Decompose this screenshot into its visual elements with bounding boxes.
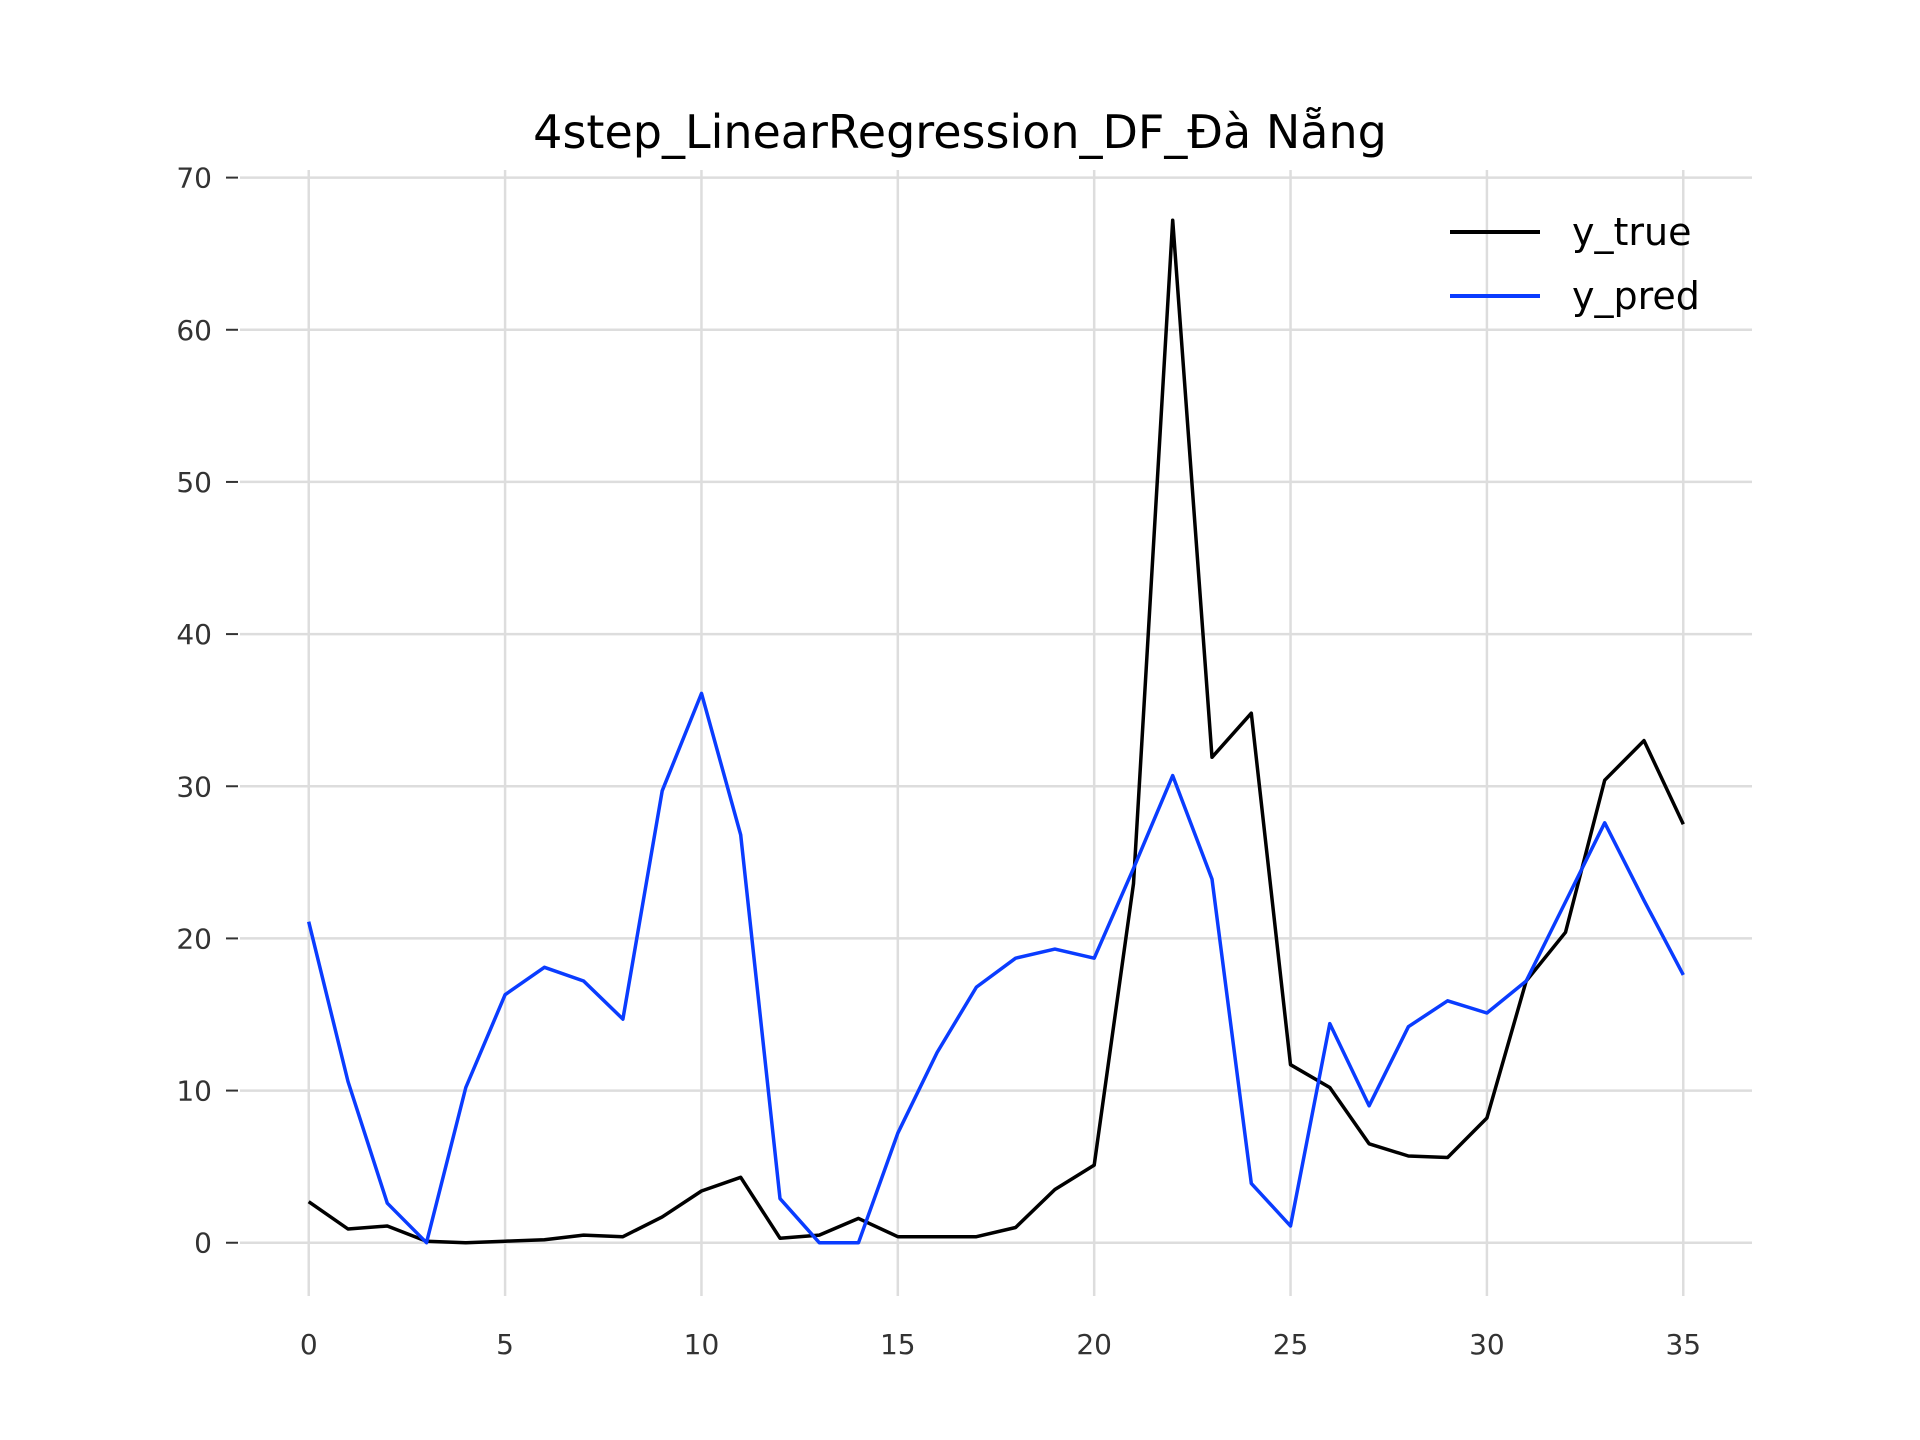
y-tick-label: 60 — [176, 314, 212, 347]
series — [307, 218, 1685, 1245]
series-line-y-pred — [307, 691, 1685, 1245]
y-tick-label: 30 — [176, 770, 212, 803]
chart-title: 4step_LinearRegression_DF_Đà Nẵng — [533, 105, 1387, 159]
axes: 0 5 10 15 20 25 30 35 0 10 20 30 40 50 60 70 — [176, 162, 1701, 1361]
x-tick-label: 0 — [300, 1328, 318, 1361]
y-tick-label: 10 — [176, 1075, 212, 1108]
y-tick-label: 70 — [176, 162, 212, 195]
y-tick-label: 40 — [176, 618, 212, 651]
y-tick-label: 50 — [176, 466, 212, 499]
legend-label-y-true: y_true — [1572, 210, 1691, 254]
x-tick-label: 5 — [496, 1328, 514, 1361]
x-tick-label: 15 — [880, 1328, 916, 1361]
legend-label-y-pred: y_pred — [1572, 274, 1700, 318]
y-tick-label: 20 — [176, 922, 212, 955]
x-tick-label: 10 — [684, 1328, 720, 1361]
series-line-y-true — [307, 218, 1685, 1245]
x-tick-label: 20 — [1076, 1328, 1112, 1361]
legend: y_true y_pred — [1450, 210, 1700, 318]
x-tick-label: 30 — [1469, 1328, 1505, 1361]
x-tick-label: 35 — [1665, 1328, 1701, 1361]
y-tick-label: 0 — [194, 1227, 212, 1260]
x-tick-label: 25 — [1273, 1328, 1309, 1361]
